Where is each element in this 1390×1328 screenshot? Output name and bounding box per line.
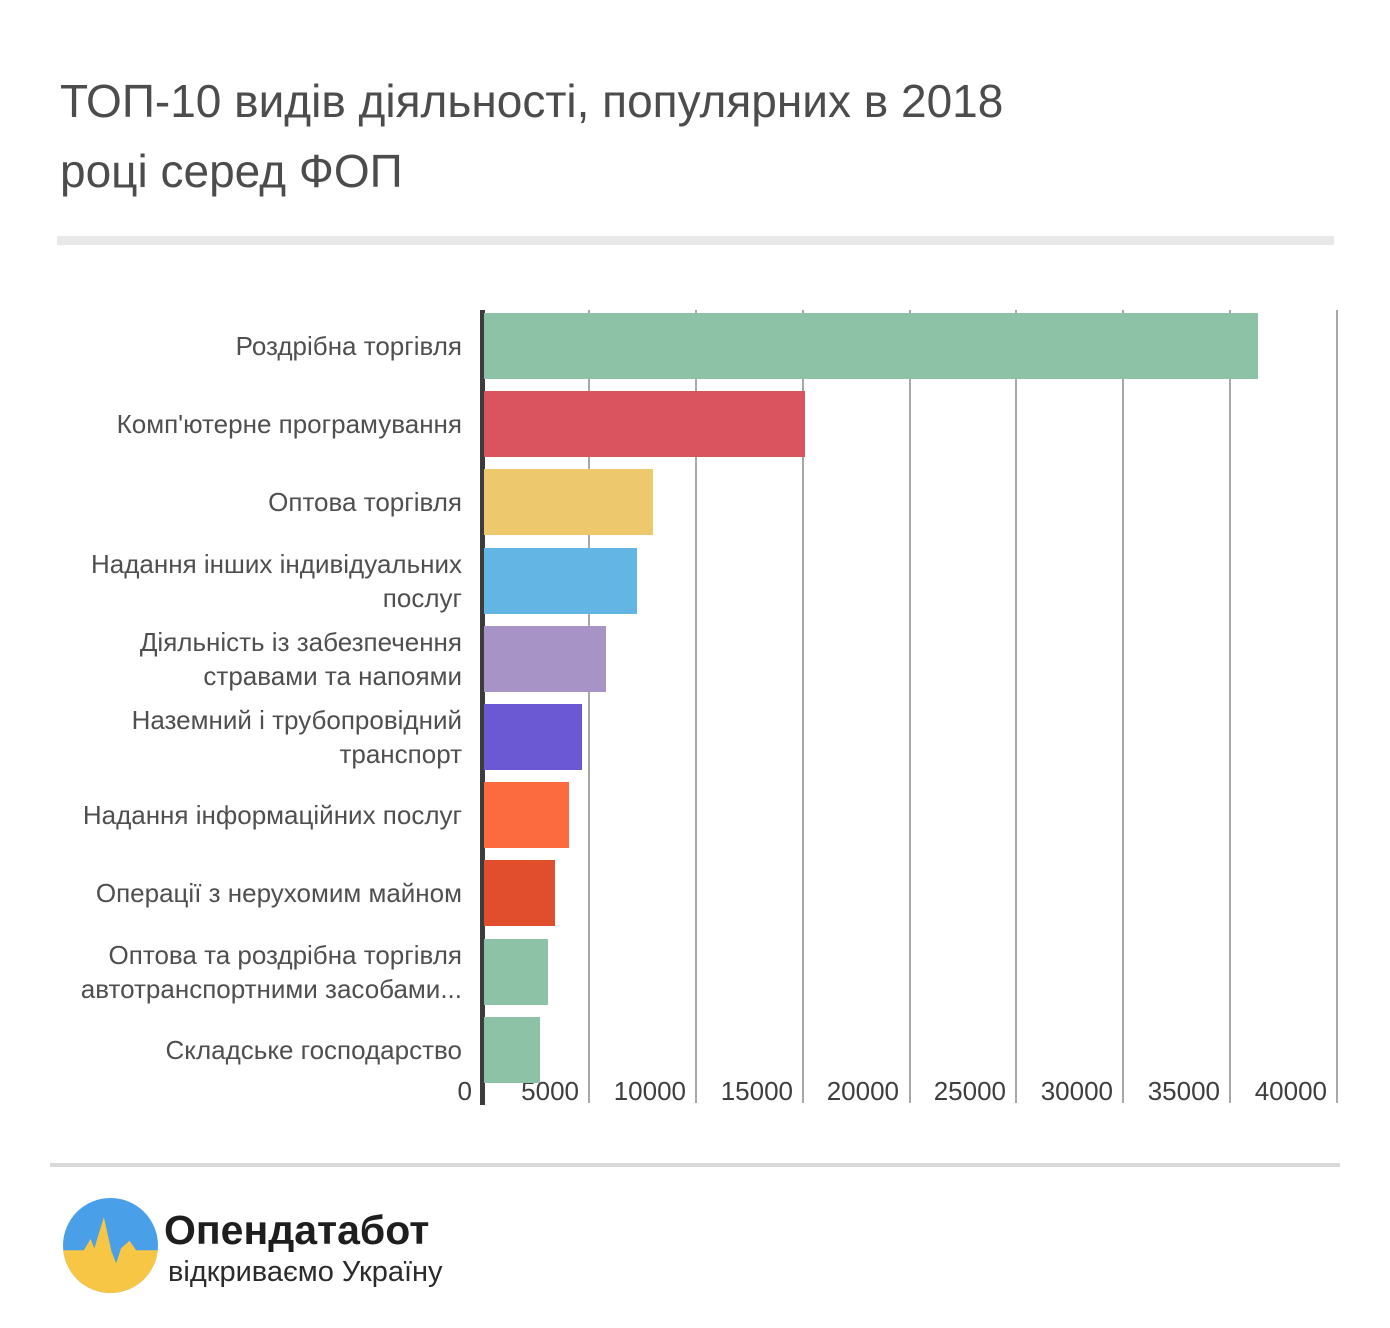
x-tick-label: 0 <box>457 1076 472 1106</box>
bar <box>484 548 637 614</box>
bar <box>484 391 805 457</box>
x-tick-label: 20000 <box>826 1076 899 1106</box>
category-label: Оптова торгівля <box>268 487 462 517</box>
y-axis-line <box>480 310 485 1105</box>
x-tick-label: 35000 <box>1147 1076 1220 1106</box>
logo-pulse-shape <box>63 1217 158 1293</box>
gridline <box>1229 310 1231 1103</box>
bar <box>484 313 1258 379</box>
bar <box>484 704 582 770</box>
x-tick-label: 15000 <box>720 1076 793 1106</box>
bar <box>484 1017 540 1083</box>
bar <box>484 626 606 692</box>
footer-divider <box>50 1163 1340 1167</box>
category-label: Оптова та роздрібна торгівля автотранспо… <box>80 940 462 1004</box>
x-tick-label: 30000 <box>1040 1076 1113 1106</box>
gridline <box>1336 310 1338 1103</box>
x-tick-label: 25000 <box>933 1076 1006 1106</box>
bar <box>484 782 569 848</box>
gridline <box>1015 310 1017 1103</box>
title-divider <box>57 236 1334 245</box>
gridline <box>909 310 911 1103</box>
gridline <box>1122 310 1124 1103</box>
opendatabot-logo <box>63 1198 158 1293</box>
x-tick-label: 10000 <box>613 1076 686 1106</box>
category-label: Надання інших індивідуальних послуг <box>91 549 462 613</box>
x-tick-label: 40000 <box>1254 1076 1327 1106</box>
category-label: Операції з нерухомим майном <box>95 878 462 908</box>
page-title-line1: ТОП-10 видів діяльності, популярних в 20… <box>60 75 1004 127</box>
gridline <box>588 310 590 1103</box>
category-label: Наземний і трубопровідний транспорт <box>131 705 462 769</box>
category-label: Діяльність із забезпечення стравами та н… <box>139 627 462 691</box>
category-label: Надання інформаційних послуг <box>82 800 462 830</box>
bar <box>484 939 548 1005</box>
category-label: Комп'ютерне програмування <box>116 409 462 439</box>
bar <box>484 469 653 535</box>
brand-name: Опендатабот <box>164 1207 430 1253</box>
page-title: ТОП-10 видів діяльності, популярних в 20… <box>60 66 1340 206</box>
gridline <box>802 310 804 1103</box>
gridline <box>695 310 697 1103</box>
category-label: Роздрібна торгівля <box>235 331 462 361</box>
bar <box>484 860 555 926</box>
page-title-line2: році серед ФОП <box>60 145 403 197</box>
category-label: Складське господарство <box>165 1035 462 1065</box>
brand-tagline: відкриваємо Україну <box>168 1256 443 1288</box>
